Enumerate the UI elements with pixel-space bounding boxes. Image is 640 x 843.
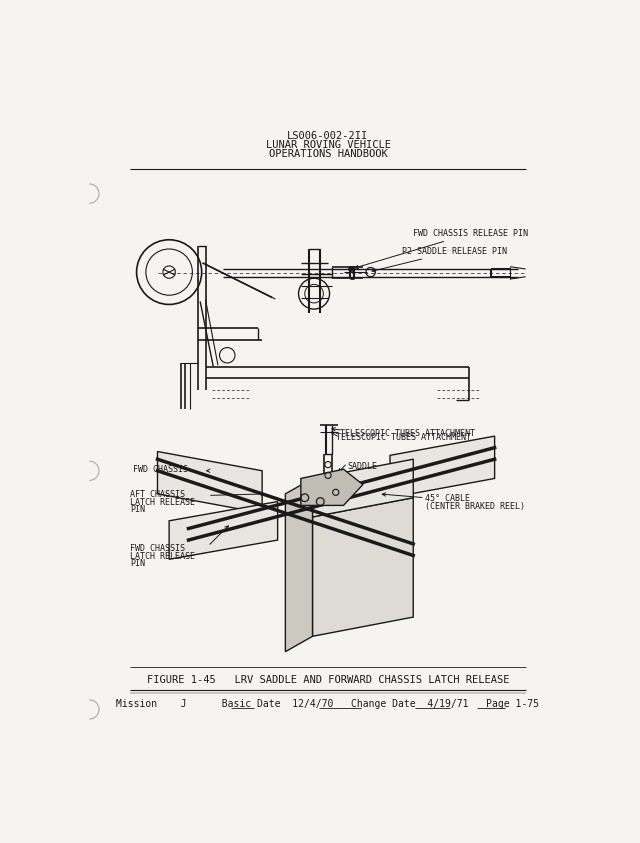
- Polygon shape: [312, 497, 413, 636]
- Text: Mission    J      Basic Date  12/4/70   Change Date  4/19/71   Page 1-75: Mission J Basic Date 12/4/70 Change Date…: [116, 699, 540, 709]
- Polygon shape: [285, 479, 312, 652]
- Text: P2 SADDLE RELEASE PIN: P2 SADDLE RELEASE PIN: [372, 247, 507, 272]
- Text: TELESCOPIC TUBES ATTACHMENT: TELESCOPIC TUBES ATTACHMENT: [332, 427, 471, 442]
- Text: 45° CABLE: 45° CABLE: [425, 494, 470, 503]
- Polygon shape: [157, 452, 262, 513]
- Text: LUNAR ROVING VEHICLE: LUNAR ROVING VEHICLE: [266, 140, 390, 150]
- Text: PIN: PIN: [131, 559, 145, 568]
- Text: LATCH RELEASE: LATCH RELEASE: [131, 551, 195, 561]
- Polygon shape: [169, 502, 278, 559]
- Polygon shape: [301, 470, 363, 506]
- Text: SADDLE: SADDLE: [348, 461, 378, 470]
- Polygon shape: [312, 459, 413, 517]
- Text: (CENTER BRAKED REEL): (CENTER BRAKED REEL): [425, 502, 525, 511]
- Circle shape: [349, 266, 354, 271]
- Text: FIGURE 1-45   LRV SADDLE AND FORWARD CHASSIS LATCH RELEASE: FIGURE 1-45 LRV SADDLE AND FORWARD CHASS…: [147, 674, 509, 685]
- Text: AFT CHASSIS: AFT CHASSIS: [131, 490, 186, 499]
- Text: FWD CHASSIS: FWD CHASSIS: [131, 544, 186, 553]
- Text: OPERATIONS HANDBOOK: OPERATIONS HANDBOOK: [269, 149, 387, 159]
- Polygon shape: [390, 436, 495, 497]
- Circle shape: [163, 266, 175, 278]
- Text: LATCH RELEASE: LATCH RELEASE: [131, 497, 195, 507]
- Text: PIN: PIN: [131, 506, 145, 514]
- Text: TELESCOPIC TUBES ATTACHMENT: TELESCOPIC TUBES ATTACHMENT: [340, 428, 475, 438]
- Text: FWD CHASSIS: FWD CHASSIS: [132, 464, 188, 474]
- Text: FWD CHASSIS RELEASE PIN: FWD CHASSIS RELEASE PIN: [355, 229, 528, 269]
- Text: LS006-002-2II: LS006-002-2II: [287, 131, 369, 141]
